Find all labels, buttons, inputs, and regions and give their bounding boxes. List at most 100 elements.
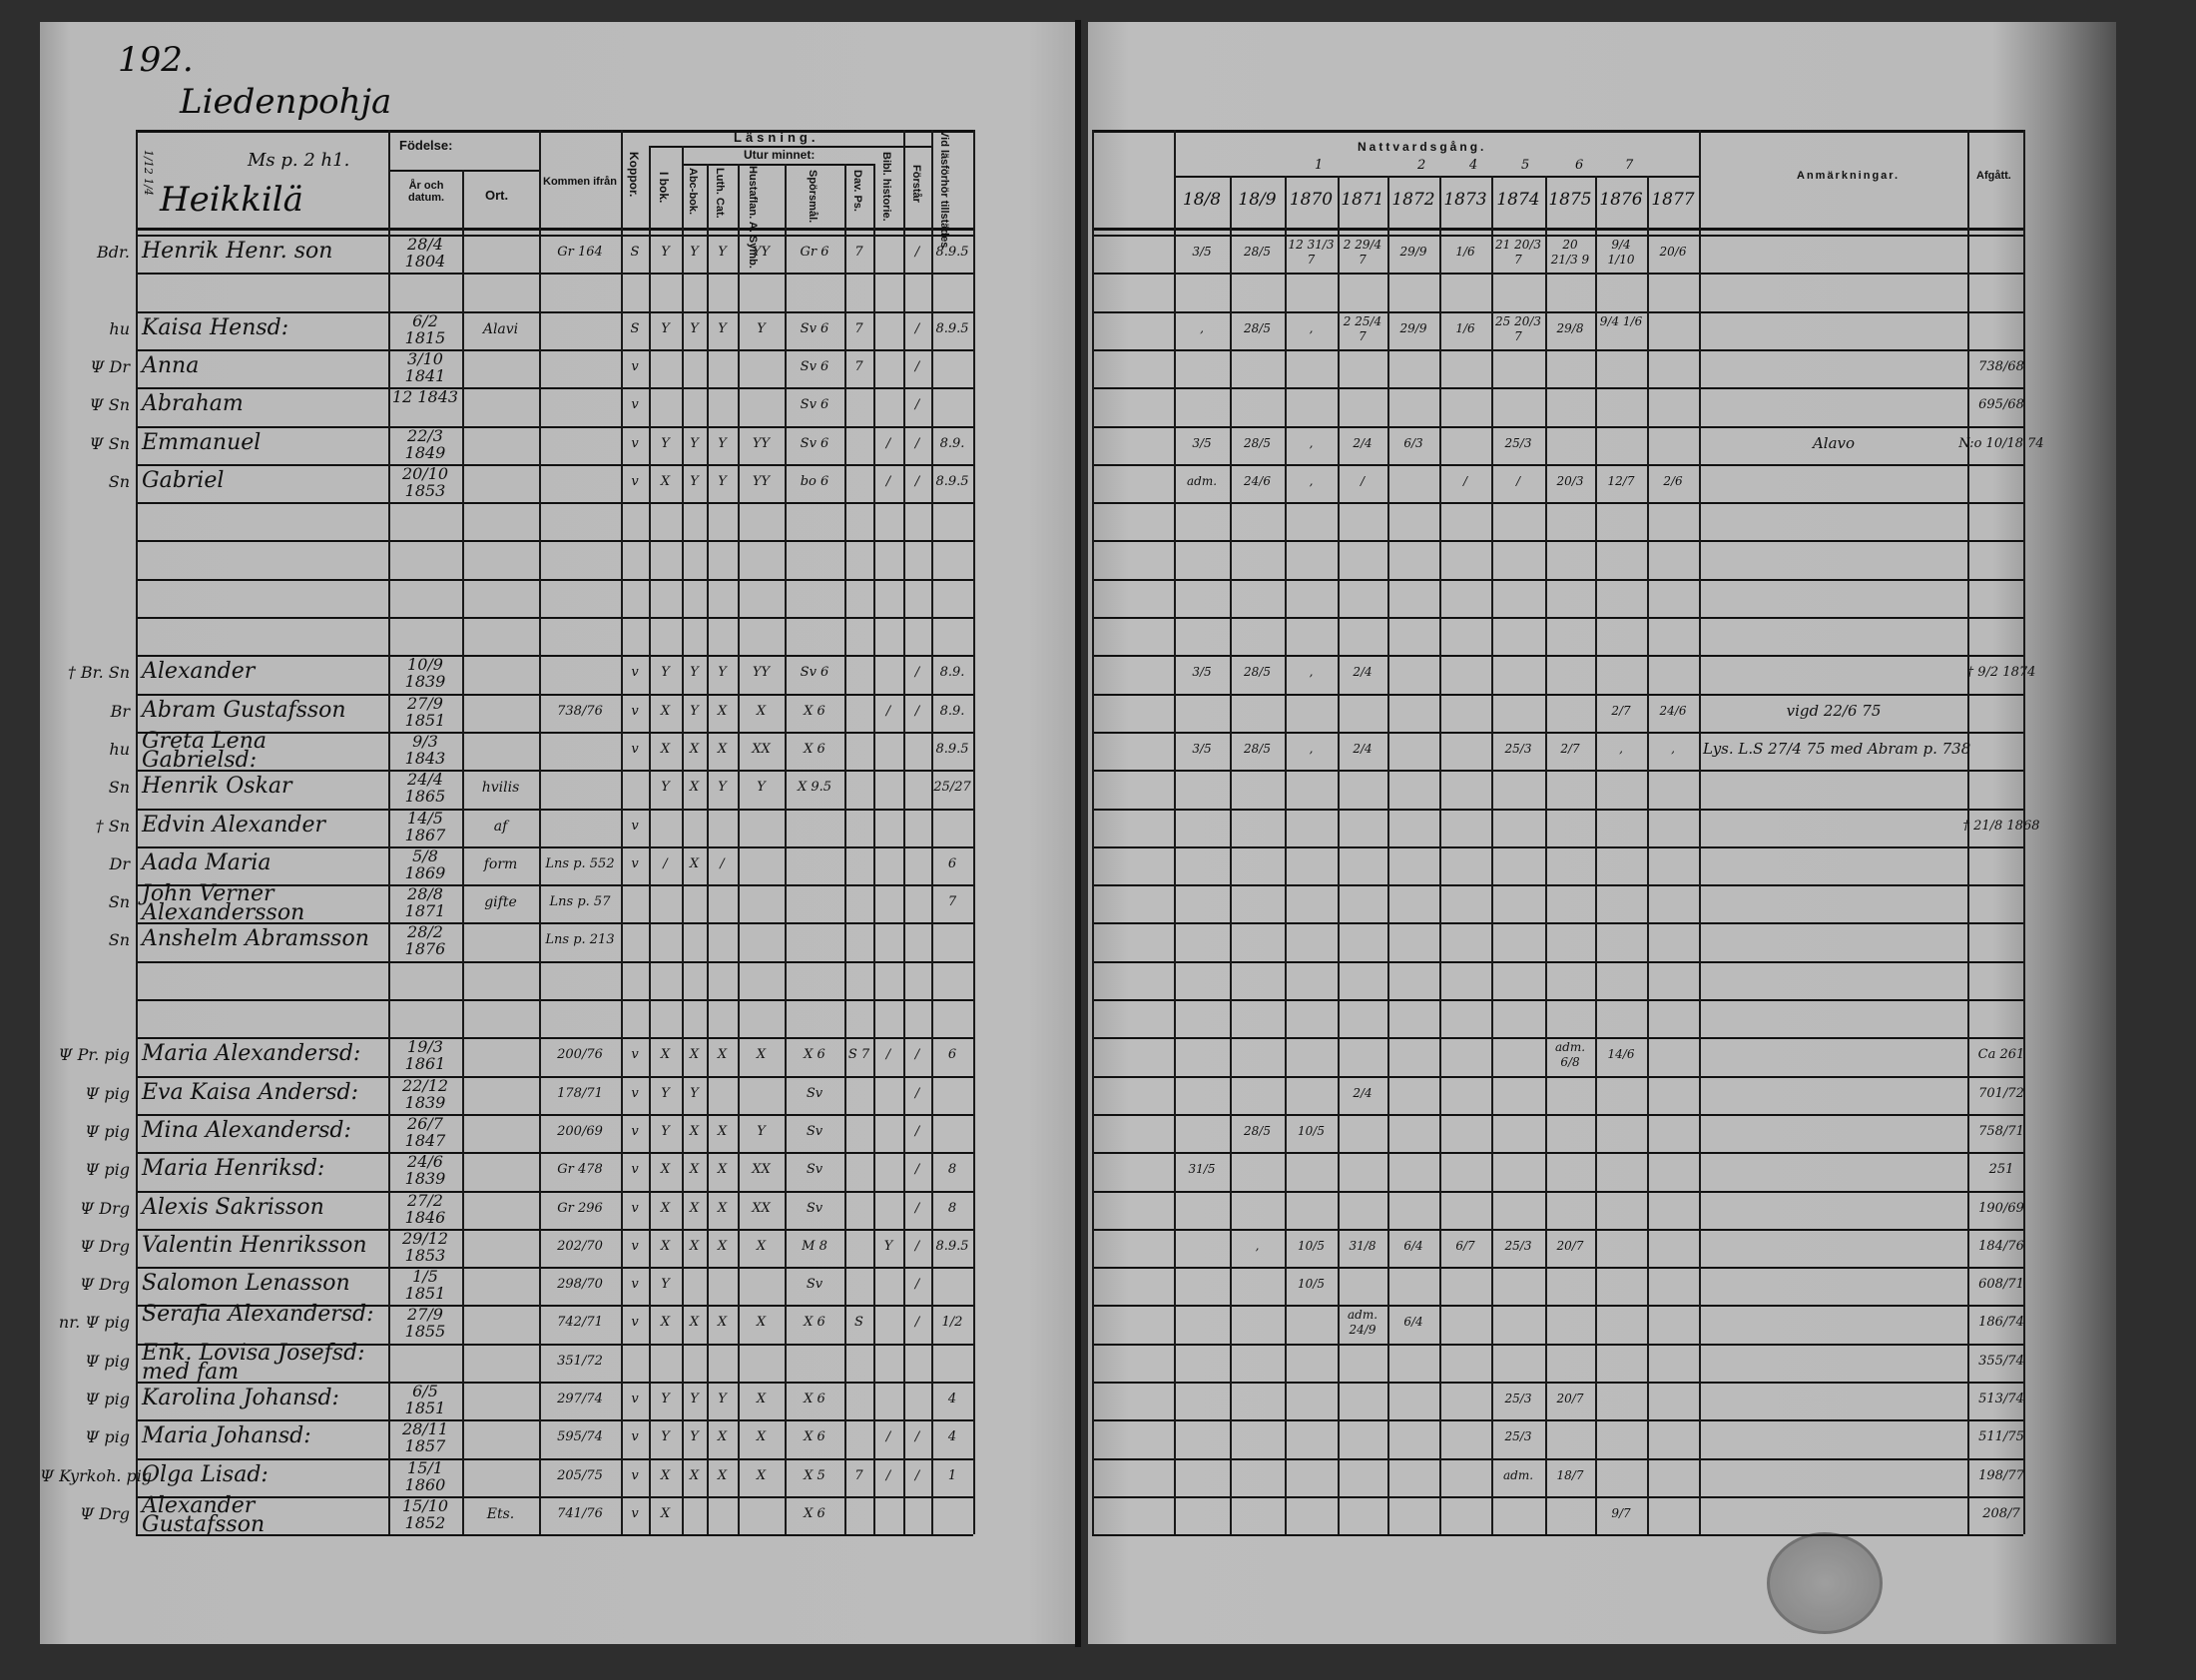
communion-year-heading: 1874 xyxy=(1496,190,1540,210)
reading-mark: Sv 6 xyxy=(800,358,829,374)
communion-date: 20/6 xyxy=(1659,245,1687,259)
communion-date: 9/4 1/6 xyxy=(1599,313,1643,328)
reading-mark: Sv 6 xyxy=(800,665,829,681)
reading-mark: / xyxy=(914,1085,920,1101)
reading-mark: Y xyxy=(690,703,699,719)
reading-mark: X 6 xyxy=(804,1392,825,1406)
reading-mark: 8.9.5 xyxy=(935,1238,969,1254)
departed-note: 511/75 xyxy=(1978,1429,2024,1445)
reading-mark: / xyxy=(914,245,920,260)
communion-date: 25/3 xyxy=(1504,1392,1532,1405)
row-rule xyxy=(136,1382,973,1384)
reading-mark: / xyxy=(663,855,668,871)
row-rule xyxy=(1092,1114,2023,1116)
column-rule xyxy=(1285,176,1287,1535)
reading-mark: Sv 6 xyxy=(800,435,829,451)
communion-date: 25/3 xyxy=(1504,1238,1532,1253)
reading-mark: 8 xyxy=(947,1200,957,1216)
communion-date: , xyxy=(1200,320,1204,335)
departed-note: 184/76 xyxy=(1978,1238,2024,1254)
row-rule xyxy=(136,1344,973,1346)
reading-mark: v xyxy=(631,1085,639,1101)
memory-subrule xyxy=(682,164,873,166)
register-row: Ψ pig Maria Johansd: 28/11 1857 595/74 511/7… xyxy=(0,1419,2196,1457)
header-questions: Spörsmål. xyxy=(807,170,819,224)
archive-stamp xyxy=(1767,1532,1883,1634)
row-rule xyxy=(136,1114,973,1116)
reading-mark: XX xyxy=(752,1162,771,1178)
row-rule xyxy=(136,1267,973,1269)
reading-mark: Y xyxy=(661,780,670,796)
row-rule xyxy=(136,273,973,275)
reading-mark: S xyxy=(630,245,640,260)
reading-mark: X xyxy=(756,1238,767,1254)
person-name: Valentin Henriksson xyxy=(142,1232,367,1258)
reading-mark: / xyxy=(720,855,725,871)
person-name: Gabriel xyxy=(142,467,225,493)
header-psalms: Dav. Ps. xyxy=(851,170,863,212)
departed-note: † 9/2 1874 xyxy=(1966,665,2036,681)
row-rule xyxy=(136,1496,973,1498)
reading-mark: YY xyxy=(752,473,771,489)
row-rule xyxy=(1092,617,2023,619)
register-row: hu Greta Lena Gabrielsd: 9/3 1843 Lys. L.S … xyxy=(0,730,2196,771)
column-rule xyxy=(844,164,846,1535)
reading-mark: 4 xyxy=(947,1392,957,1406)
register-row: Sn Henrik Oskar 24/4 1865 hvilis Y X Y Y X 9.5 25… xyxy=(0,770,2196,808)
communion-date: 28/5 xyxy=(1244,665,1271,680)
came-from: 297/74 xyxy=(557,1392,603,1406)
row-rule xyxy=(136,732,973,734)
header-abc-book: Abc-bok. xyxy=(687,168,699,216)
reading-mark: Y xyxy=(757,320,766,336)
reading-mark: X xyxy=(717,1162,728,1178)
register-row: Ψ Kyrkoh. pig Olga Lisad: 15/1 1860 205/75 1… xyxy=(0,1458,2196,1496)
reading-mark: 8.9.5 xyxy=(935,245,969,260)
reading-mark: X xyxy=(717,1429,728,1445)
reading-mark: v xyxy=(631,855,639,871)
reading-mark: v xyxy=(631,703,639,719)
reading-mark: Y xyxy=(718,473,727,489)
reading-mark: 7 xyxy=(947,894,957,910)
row-rule xyxy=(136,884,973,886)
row-rule xyxy=(136,426,973,428)
farm-reference: Ms p. 2 h1. xyxy=(248,150,350,171)
reading-mark: XX xyxy=(752,741,771,757)
person-name: Abraham xyxy=(142,391,244,417)
reading-mark: X xyxy=(660,1315,671,1331)
reading-mark: X xyxy=(756,703,767,719)
household-role-mark: Ψ Pr. pig xyxy=(58,1045,130,1065)
reading-mark: 7 xyxy=(854,245,863,260)
reading-mark: / xyxy=(914,358,920,374)
reading-mark: / xyxy=(914,703,920,719)
departed-note: 695/68 xyxy=(1978,397,2024,413)
register-row: Ψ pig Eva Kaisa Andersd: 22/12 1839 178/71 7… xyxy=(0,1076,2196,1114)
reading-mark: X xyxy=(689,741,700,757)
column-rule xyxy=(707,164,709,1535)
register-row: Ψ pig Enk. Lovisa Josefsd: med fam 351/72 3… xyxy=(0,1342,2196,1383)
register-row: † Br. Sn Alexander 10/9 1839 † 9/2 1874 v Y Y Y… xyxy=(0,655,2196,693)
birth-date: 5/8 1869 xyxy=(404,845,446,882)
communion-date: 25/3 xyxy=(1504,435,1532,450)
communion-date: , xyxy=(1309,665,1314,680)
column-rule xyxy=(1174,130,1176,1535)
reading-mark: YY xyxy=(752,245,771,260)
row-rule xyxy=(1092,1037,2023,1039)
column-rule xyxy=(1387,176,1389,1535)
reading-mark: v xyxy=(631,1047,639,1063)
communion-date: / xyxy=(1462,473,1468,488)
register-row: Ψ pig Mina Alexandersd: 26/7 1847 200/69 758… xyxy=(0,1114,2196,1152)
birth-place: gifte xyxy=(484,894,517,911)
column-rule xyxy=(785,164,787,1535)
reading-mark: 1 xyxy=(947,1467,957,1483)
household-role-mark: Ψ Dr xyxy=(90,356,130,376)
reading-mark: / xyxy=(885,435,891,451)
column-rule xyxy=(2023,130,2025,1535)
reading-mark: YY xyxy=(752,435,771,451)
person-name: Karolina Johansd: xyxy=(142,1386,339,1410)
communion-date: , xyxy=(1671,741,1675,756)
communion-date: adm. xyxy=(1186,473,1218,488)
communion-date: 28/5 xyxy=(1244,435,1271,450)
reading-mark: Gr 6 xyxy=(800,245,829,260)
empty-register-row xyxy=(0,502,2196,540)
communion-date: 18/7 xyxy=(1556,1467,1584,1482)
